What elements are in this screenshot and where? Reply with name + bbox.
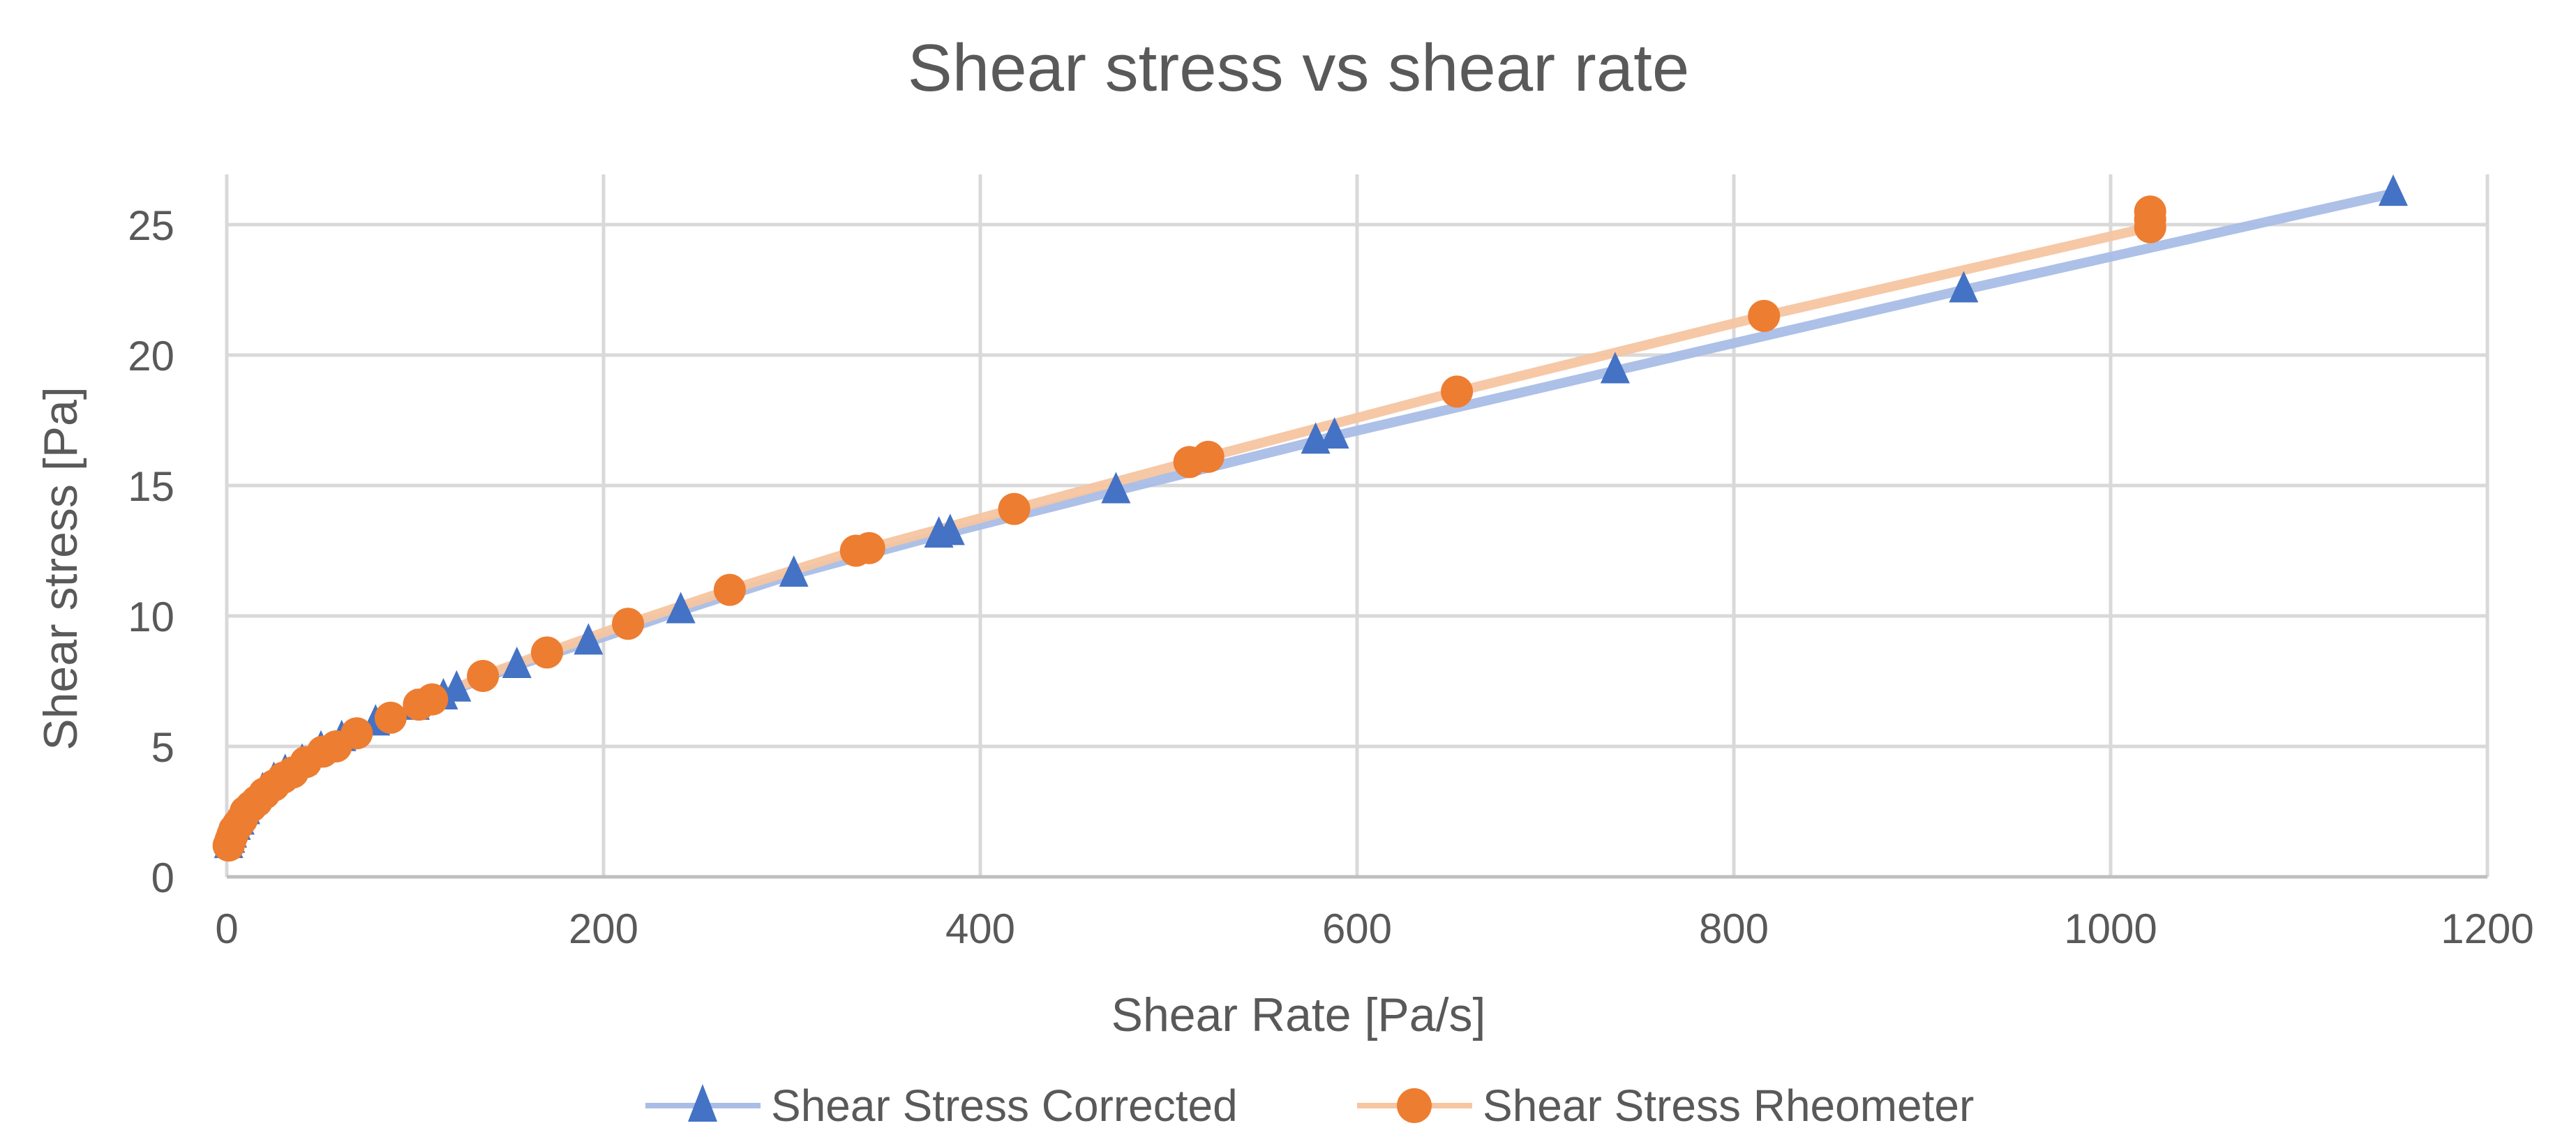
legend-label-rheometer: Shear Stress Rheometer: [1483, 1081, 1974, 1131]
y-tick-label: 5: [151, 724, 174, 771]
y-tick-label: 15: [128, 463, 174, 510]
chart-title: Shear stress vs shear rate: [908, 31, 1689, 105]
legend-item-rheometer: Shear Stress Rheometer: [1357, 1081, 1974, 1131]
data-point-circle: [467, 660, 499, 692]
data-series: [213, 174, 2408, 861]
data-point-circle: [998, 493, 1031, 525]
legend-circle-marker-icon: [1397, 1088, 1432, 1123]
x-tick-label: 1000: [2064, 905, 2157, 952]
y-tick-label: 10: [128, 594, 174, 640]
series-corrected-markers: [214, 174, 2408, 858]
y-tick-label: 20: [128, 333, 174, 379]
x-tick-label: 600: [1322, 905, 1392, 952]
y-tick-label: 25: [128, 202, 174, 249]
x-axis-label: Shear Rate [Pa/s]: [1111, 988, 1486, 1041]
legend-label-corrected: Shear Stress Corrected: [771, 1081, 1238, 1131]
data-point-circle: [340, 717, 373, 749]
data-point-circle: [612, 608, 644, 640]
x-tick-label: 400: [945, 905, 1015, 952]
data-point-circle: [2134, 195, 2166, 227]
data-point-circle: [853, 532, 885, 564]
legend-item-corrected: Shear Stress Corrected: [645, 1081, 1238, 1131]
y-tick-label: 0: [151, 855, 174, 901]
data-point-circle: [375, 702, 407, 734]
x-tick-label: 200: [569, 905, 638, 952]
x-tick-label: 800: [1699, 905, 1769, 952]
data-point-triangle: [2379, 174, 2408, 206]
y-axis-label: Shear stress [Pa]: [34, 386, 87, 751]
data-point-circle: [416, 684, 448, 716]
tick-labels: 0 5 10 15 20 25 0 200 400 600 800 1000 1200: [128, 202, 2533, 952]
gridlines: [227, 174, 2487, 877]
shear-stress-chart: Shear stress vs shear rate 0 5 10 15 20 25 0 20…: [0, 0, 2576, 1144]
data-point-circle: [1192, 441, 1225, 473]
data-point-circle: [1441, 375, 1473, 407]
data-point-circle: [1748, 300, 1780, 332]
chart-container: Shear stress vs shear rate 0 5 10 15 20 25 0 20…: [0, 0, 2576, 1144]
data-point-circle: [531, 636, 563, 668]
legend: Shear Stress Corrected Shear Stress Rheo…: [645, 1081, 1974, 1131]
trend-line-rheometer: [229, 211, 2150, 845]
x-tick-label: 0: [215, 905, 238, 952]
data-point-circle: [714, 574, 746, 606]
x-tick-label: 1200: [2441, 905, 2533, 952]
